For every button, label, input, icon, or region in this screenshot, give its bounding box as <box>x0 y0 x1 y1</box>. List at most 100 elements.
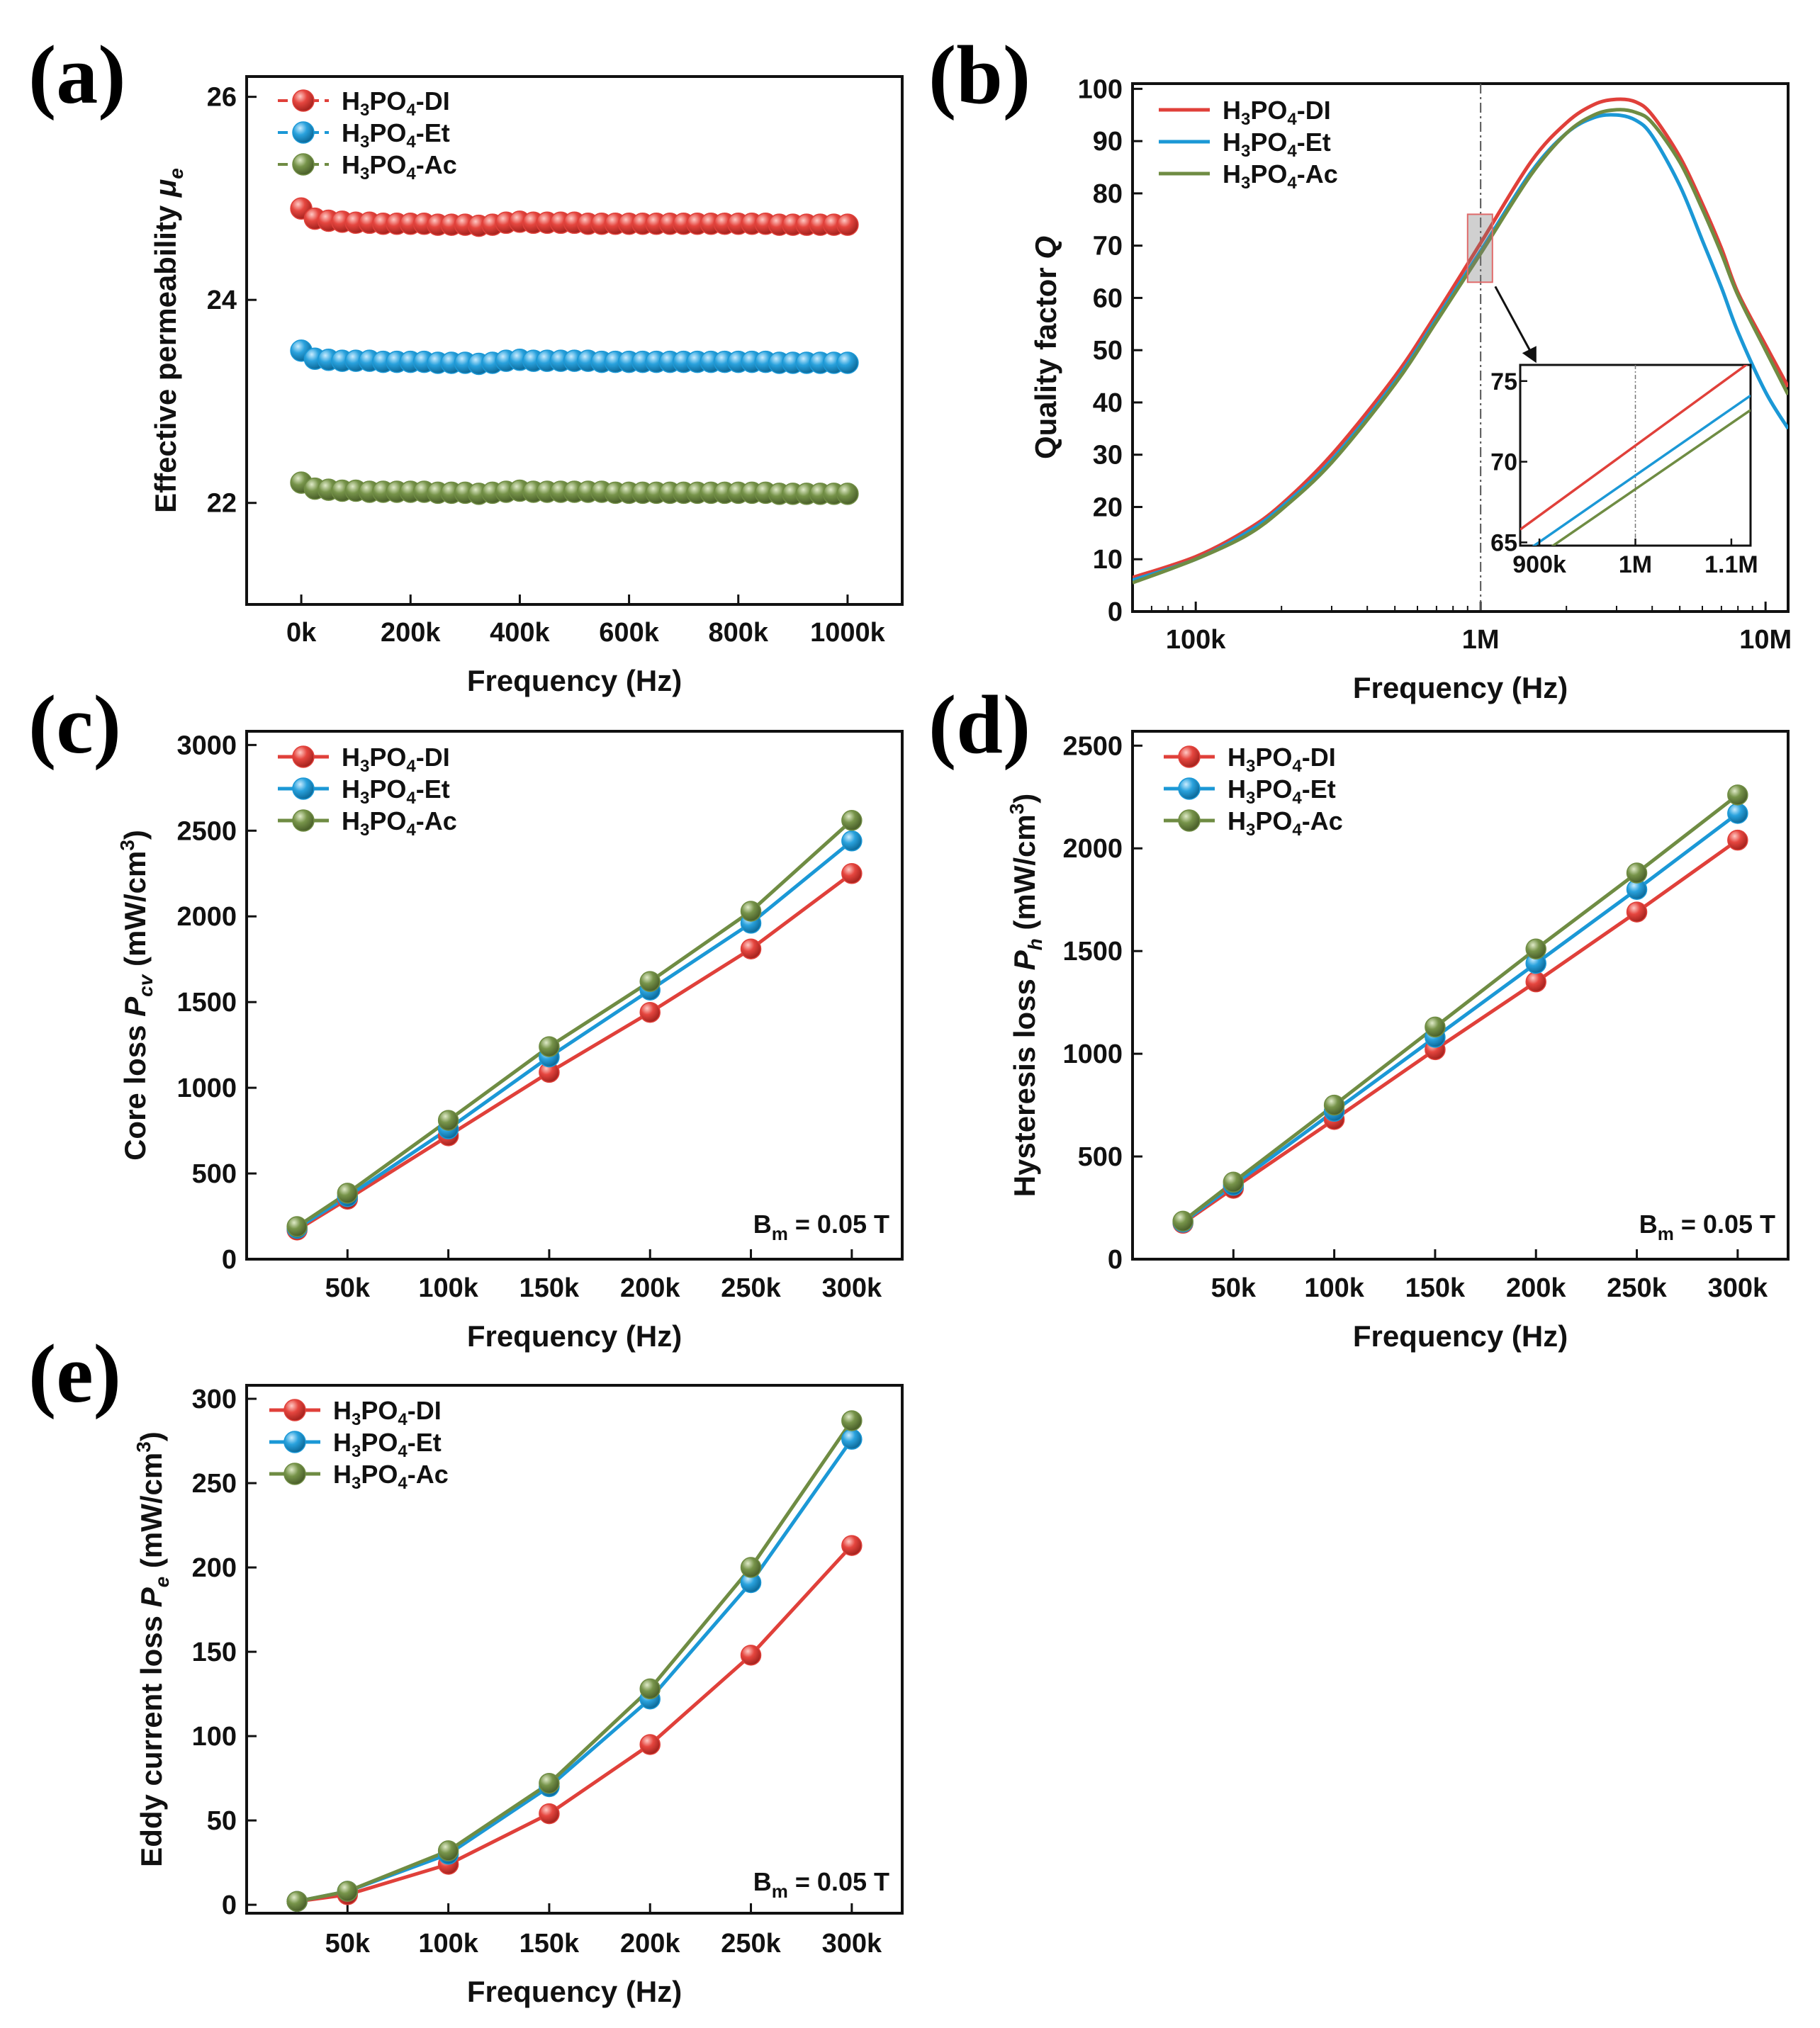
y-tick-label: 300 <box>192 1385 237 1414</box>
data-point-Et <box>841 1429 863 1450</box>
plot-frame <box>245 1384 904 1915</box>
y-tick-label: 100 <box>1078 74 1123 104</box>
panel-label-d: (d) <box>928 678 1030 771</box>
y-tick-label: 26 <box>207 83 237 113</box>
legend-label-DI: H3PO4-DI <box>1223 96 1331 129</box>
inset-y-tick-label: 70 <box>1490 449 1517 476</box>
x-axis-title: Frequency (Hz) <box>467 664 682 697</box>
legend-label-Ac: H3PO4-Ac <box>333 1460 449 1493</box>
y-tick-label: 3000 <box>176 731 237 760</box>
y-tick-label: 200 <box>192 1553 237 1583</box>
zoom-box <box>1466 213 1493 283</box>
y-axis-title: Hysteresis loss Ph (mW/cm3) <box>1006 794 1046 1198</box>
legend-marker-DI <box>292 745 315 768</box>
y-tick-label: 2000 <box>176 902 237 932</box>
legend-marker-Et <box>283 1431 306 1453</box>
zoom-arrow-head <box>1522 346 1537 364</box>
data-point-DI <box>539 1803 560 1825</box>
x-tick-label: 50k <box>325 1929 371 1959</box>
x-tick-label: 250k <box>721 1929 781 1959</box>
y-tick-label: 60 <box>1093 283 1123 313</box>
inset-line-Et <box>1532 394 1751 546</box>
series-line-Ac <box>1133 108 1788 585</box>
data-point-Ac <box>286 1891 308 1912</box>
x-tick-label: 100k <box>1304 1273 1364 1303</box>
x-tick-label: 100k <box>418 1273 478 1303</box>
x-tick-label: 10M <box>1739 625 1792 655</box>
y-tick-label: 0 <box>222 1245 237 1275</box>
legend-marker-DI <box>292 89 315 112</box>
x-tick-label: 200k <box>1506 1273 1566 1303</box>
legend-label-DI: H3PO4-DI <box>342 743 450 776</box>
x-tick-label: 200k <box>620 1929 680 1959</box>
x-tick-label: 300k <box>822 1929 882 1959</box>
y-tick-label: 50 <box>1093 336 1123 366</box>
zoom-arrow <box>1494 286 1534 356</box>
data-point-Ac <box>740 1557 762 1578</box>
legend-label-Et: H3PO4-Et <box>333 1428 442 1461</box>
y-tick-label: 150 <box>192 1638 237 1667</box>
legend-marker-DI <box>1178 745 1201 768</box>
data-point-DI <box>1626 901 1648 923</box>
x-tick-label: 300k <box>1708 1273 1768 1303</box>
legend-label-Ac: H3PO4-Ac <box>1228 806 1343 840</box>
legend-marker-DI <box>283 1399 306 1421</box>
series-line-Ac <box>296 1419 853 1903</box>
legend-marker-Ac <box>292 809 315 832</box>
y-tick-label: 100 <box>192 1722 237 1752</box>
legend-marker-Et <box>292 777 315 800</box>
x-tick-label: 200k <box>381 618 441 648</box>
data-point-Et <box>1727 803 1748 824</box>
data-point-Ac <box>841 1410 863 1431</box>
data-point-DI <box>841 1535 863 1556</box>
y-tick-label: 24 <box>207 286 237 315</box>
y-tick-label: 30 <box>1093 441 1123 471</box>
y-axis-title: Quality factor Q <box>1029 236 1063 459</box>
data-point-Ac <box>639 971 661 992</box>
data-point-Et <box>836 351 859 374</box>
x-tick-label: 150k <box>1405 1273 1466 1303</box>
y-tick-label: 90 <box>1093 127 1123 157</box>
legend-label-DI: H3PO4-DI <box>1228 743 1336 776</box>
legend-label-DI: H3PO4-DI <box>333 1396 442 1429</box>
y-tick-label: 1000 <box>176 1074 237 1103</box>
legend-marker-Ac <box>292 153 315 176</box>
legend-label-Et: H3PO4-Et <box>1223 128 1331 161</box>
data-point-Ac <box>1425 1016 1446 1038</box>
data-point-Ac <box>286 1216 308 1237</box>
inset-x-tick-label: 1M <box>1619 551 1652 578</box>
data-point-Ac <box>639 1678 661 1700</box>
y-tick-label: 80 <box>1093 179 1123 209</box>
y-tick-label: 500 <box>192 1159 237 1189</box>
x-tick-label: 600k <box>599 618 659 648</box>
data-point-DI <box>836 213 859 236</box>
plot-frame <box>245 730 904 1261</box>
chart-panel-d: 50k 100k 150k 200k 250k 300k 0 500 1000 1500 2000 2… <box>1006 730 1790 1353</box>
series-line-Et <box>1181 811 1739 1224</box>
panel-label-e: (e) <box>28 1327 121 1420</box>
series-line-Et <box>296 1438 853 1903</box>
data-point-DI <box>841 863 863 884</box>
bm-annotation: Bm = 0.05 T <box>753 1210 889 1244</box>
y-tick-label: 2000 <box>1062 834 1123 864</box>
legend-marker-Et <box>1178 777 1201 800</box>
x-tick-label: 1000k <box>810 618 886 648</box>
inset-x-tick-label: 1.1M <box>1704 551 1758 578</box>
y-tick-label: 0 <box>1108 597 1123 627</box>
legend-marker-Et <box>292 121 315 144</box>
y-axis-title: Effective permeability μe <box>149 168 187 513</box>
y-tick-label: 500 <box>1078 1142 1123 1172</box>
data-point-Ac <box>437 1110 459 1131</box>
x-tick-label: 150k <box>519 1929 580 1959</box>
x-tick-label: 800k <box>708 618 768 648</box>
y-tick-label: 0 <box>222 1891 237 1920</box>
bm-annotation: Bm = 0.05 T <box>1639 1210 1775 1244</box>
y-tick-label: 70 <box>1093 232 1123 261</box>
data-point-Ac <box>1727 784 1748 806</box>
data-point-DI <box>1525 971 1546 993</box>
x-tick-label: 0k <box>286 618 317 648</box>
y-tick-label: 1500 <box>1062 937 1123 967</box>
x-tick-label: 150k <box>519 1273 580 1303</box>
panel-label-b: (b) <box>928 28 1030 121</box>
